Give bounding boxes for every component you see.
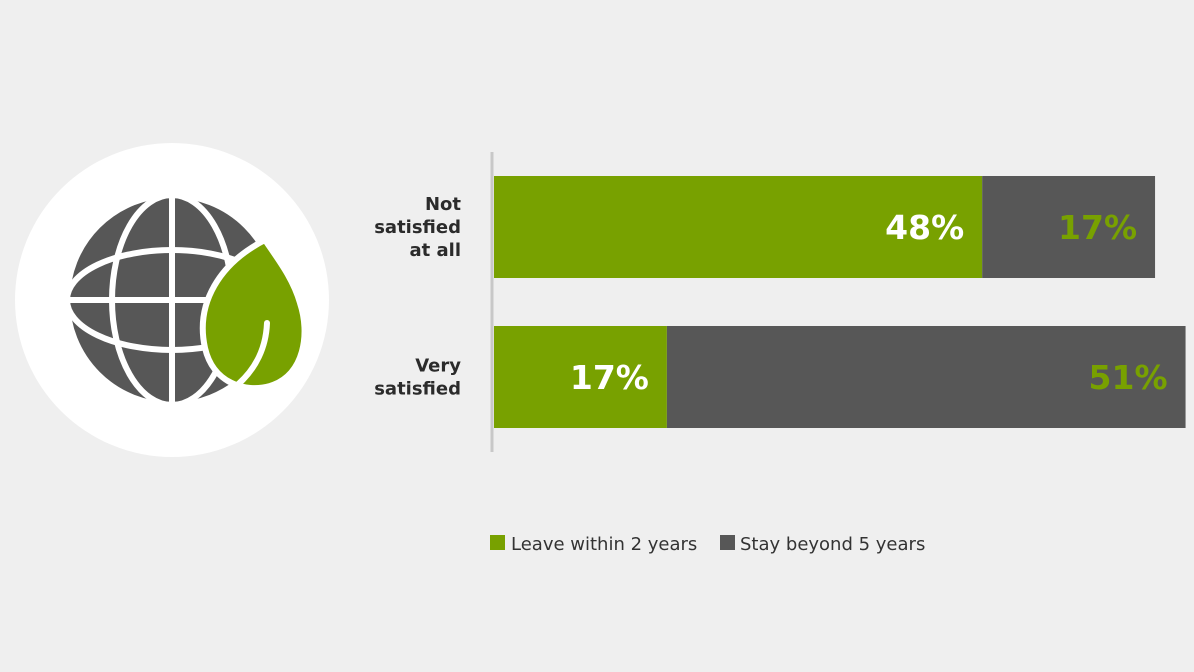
bar-segment (666, 326, 1186, 428)
legend-swatch-0 (490, 535, 505, 550)
category-label: at all (409, 240, 461, 261)
legend-label-1: Stay beyond 5 years (740, 534, 925, 555)
legend: Leave within 2 years Stay beyond 5 years (490, 534, 925, 555)
category-label: Very (415, 356, 461, 377)
data-label: 48% (885, 208, 964, 247)
legend-label-0: Leave within 2 years (511, 534, 697, 555)
legend-swatch-1 (720, 535, 735, 550)
globe-with-leaf-icon (15, 143, 329, 457)
bar-segment (494, 326, 667, 428)
category-label: satisfied (374, 379, 461, 400)
bar-segment (982, 176, 1156, 278)
data-label: 17% (1058, 208, 1137, 247)
category-label: satisfied (374, 217, 461, 238)
data-label: 51% (1089, 358, 1168, 397)
bar-segment (494, 176, 983, 278)
data-label: 17% (570, 358, 649, 397)
category-label: Not (425, 194, 461, 215)
